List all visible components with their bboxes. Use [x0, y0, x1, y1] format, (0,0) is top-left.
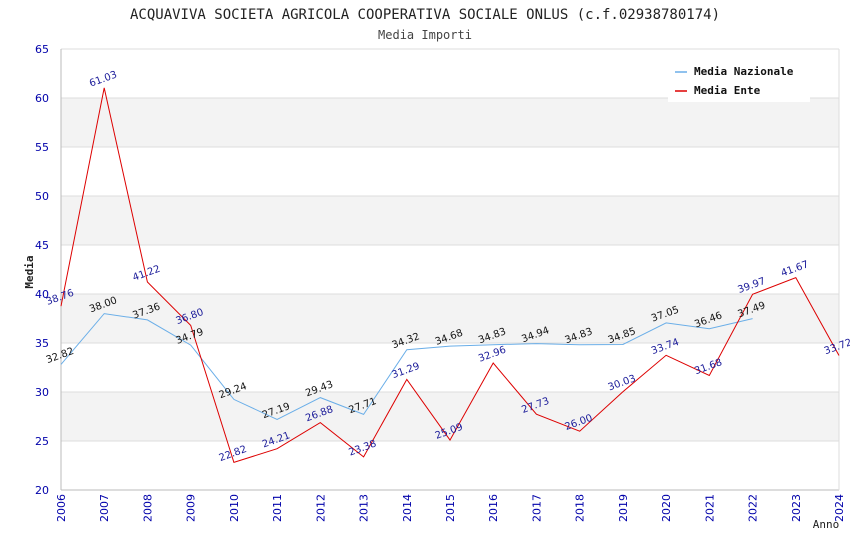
series-line-ente [60, 87, 840, 464]
legend-background [668, 58, 810, 102]
legend-label-nazionale: Media Nazionale [694, 65, 794, 78]
chart-title: ACQUAVIVA SOCIETA AGRICOLA COOPERATIVA S… [130, 7, 720, 23]
y-tick-label: 65 [35, 43, 49, 56]
x-tick-label: 2019 [617, 494, 630, 522]
band-35 [61, 294, 839, 343]
legend: Media Nazionale Media Ente [668, 58, 810, 102]
x-tick-label: 2015 [444, 494, 457, 522]
x-tick-label: 2022 [747, 494, 760, 522]
background-bands [61, 49, 839, 490]
legend-label-ente: Media Ente [694, 84, 761, 97]
x-tick-label: 2024 [833, 494, 846, 522]
y-tick-label: 55 [35, 141, 49, 154]
series-lines [60, 87, 840, 464]
x-tick-label: 2008 [141, 494, 154, 522]
x-tick-label: 2006 [55, 494, 68, 522]
x-tick-label: 2014 [401, 494, 414, 522]
x-axis-label: Anno [813, 518, 840, 531]
x-tick-label: 2009 [185, 494, 198, 522]
x-tick-label: 2012 [314, 494, 327, 522]
y-tick-label: 40 [35, 288, 49, 301]
x-tick-label: 2020 [660, 494, 673, 522]
x-tick-label: 2018 [574, 494, 587, 522]
chart-subtitle: Media Importi [378, 28, 472, 42]
band-45 [61, 196, 839, 245]
y-tick-label: 60 [35, 92, 49, 105]
x-axis-ticks: 2006 2007 2008 2009 2010 2011 2012 2013 2014 2015… [55, 494, 846, 522]
y-tick-label: 45 [35, 239, 49, 252]
x-tick-label: 2007 [98, 494, 111, 522]
y-tick-label: 50 [35, 190, 49, 203]
x-tick-label: 2010 [228, 494, 241, 522]
y-tick-label: 35 [35, 337, 49, 350]
series-line-nazionale [60, 313, 753, 421]
x-tick-label: 2017 [530, 494, 543, 522]
y-tick-label: 20 [35, 484, 49, 497]
x-tick-label: 2013 [358, 494, 371, 522]
y-axis-ticks: 20 25 30 35 40 45 50 55 60 65 [35, 43, 49, 497]
band-25 [61, 392, 839, 441]
x-tick-label: 2011 [271, 494, 284, 522]
y-tick-label: 30 [35, 386, 49, 399]
x-tick-label: 2023 [790, 494, 803, 522]
band-55 [61, 98, 839, 147]
y-tick-label: 25 [35, 435, 49, 448]
x-tick-label: 2016 [487, 494, 500, 522]
gridlines [60, 48, 840, 491]
y-axis-label: Media [23, 255, 36, 288]
x-tick-label: 2021 [703, 494, 716, 522]
